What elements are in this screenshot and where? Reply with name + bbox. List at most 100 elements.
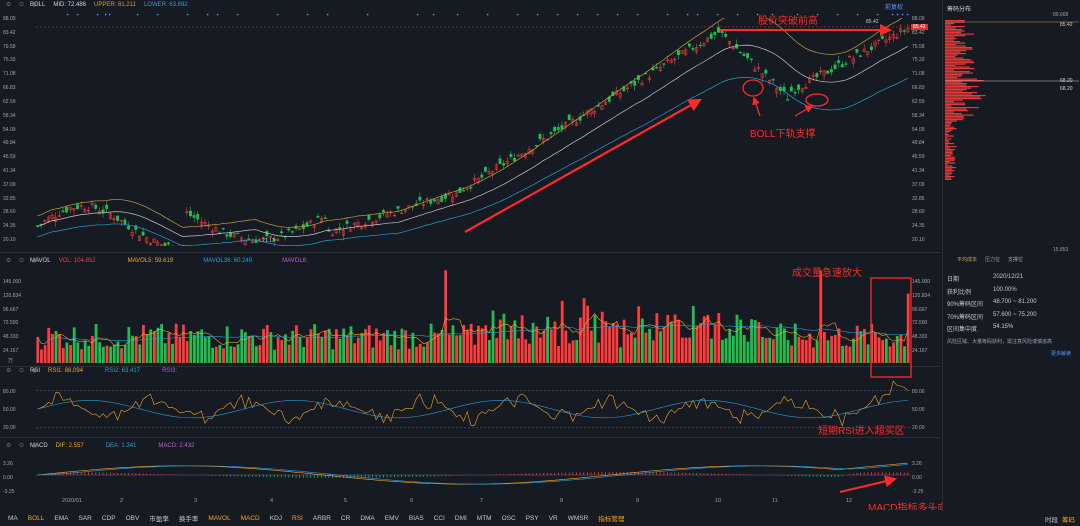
- candle-body: [549, 132, 553, 135]
- chip-bar: [945, 84, 967, 86]
- chip-bar: [945, 168, 952, 170]
- volume-bar: [637, 306, 641, 363]
- tab-shiduan[interactable]: 时段: [1045, 517, 1058, 524]
- chip-bar: [945, 108, 967, 110]
- chip-70-val: 57.600 ~ 75.200: [993, 312, 1037, 318]
- macd-pane[interactable]: ⚙ ⊙ ◉ MACD DIF: 2.557 DEA: 1.341 MACD: 2…: [0, 438, 940, 498]
- candle-body: [731, 47, 735, 50]
- settings-icon[interactable]: ⚙ ⊙ ◉: [6, 2, 40, 8]
- macd-header: ⚙ ⊙ ◉ MACD DIF: 2.557 DEA: 1.341 MACD: 2…: [0, 441, 194, 451]
- indicator-tab[interactable]: OSC: [501, 514, 516, 522]
- volume-bar: [895, 335, 899, 363]
- volume-bar: [386, 330, 389, 363]
- indicator-tab[interactable]: MTM: [476, 514, 492, 522]
- signal-marker-icon: ✦: [136, 12, 140, 17]
- candle-body: [848, 56, 852, 58]
- indicator-tab[interactable]: BIAS: [408, 514, 424, 522]
- indicator-tab[interactable]: 市盈率: [149, 516, 169, 523]
- volume-bar: [349, 326, 353, 363]
- indicator-tab[interactable]: EMV: [384, 514, 399, 522]
- volume-y-axis-left: 145.000 120.834 96.667 72.500 48.333 24.167: [3, 253, 33, 365]
- volume-bar: [54, 331, 58, 363]
- candle-body: [443, 193, 447, 199]
- fuquan-toggle[interactable]: 前复权: [885, 5, 904, 11]
- right-tick-label: 62.59: [912, 98, 925, 105]
- candle-body: [385, 214, 389, 218]
- candle-body: [633, 80, 637, 86]
- volume-bar: [528, 343, 531, 363]
- signal-marker-icon: ✦: [66, 12, 70, 17]
- indicator-tab[interactable]: SAR: [78, 514, 92, 522]
- volume-bar: [721, 339, 724, 363]
- left-tick-label: 24.167: [3, 348, 19, 354]
- candle-body: [855, 49, 859, 53]
- indicator-tab[interactable]: WMSR: [567, 514, 589, 522]
- volume-bar: [761, 336, 764, 363]
- indicator-tab[interactable]: CDP: [101, 514, 116, 522]
- time-axis: 2020/01 2 3 4 5 6 7 8 9 10 11 12: [0, 498, 910, 508]
- candle-body: [141, 231, 145, 236]
- right-tick-label: 41.34: [912, 167, 925, 174]
- volume-bar: [557, 346, 560, 363]
- candle-body: [764, 69, 768, 74]
- candle-body: [687, 43, 691, 47]
- indicator-tab[interactable]: OBV: [125, 514, 140, 522]
- chip-bar: [945, 162, 956, 164]
- candle-body: [655, 66, 659, 69]
- volume-bar: [396, 349, 400, 363]
- rsi-pane[interactable]: ⚙ ⊙ ◉ RSI RSI1: 88.094 RSI2: 63.417 RSI3…: [0, 366, 940, 436]
- volume-bar: [389, 345, 393, 363]
- left-tick-label: 72.500: [3, 320, 19, 327]
- tab-chouma[interactable]: 筹码: [1062, 517, 1075, 524]
- volume-bar: [546, 316, 550, 363]
- legend-pressure: 压力位: [985, 257, 1001, 263]
- time-axis-label: 2: [120, 498, 124, 504]
- settings-icon[interactable]: ⚙ ⊙ ◉: [6, 258, 40, 264]
- right-tick-label: 145.000: [912, 279, 931, 285]
- chip-bar: [945, 38, 957, 40]
- volume-bar: [356, 337, 360, 363]
- indicator-tab[interactable]: RSI: [292, 514, 303, 522]
- chip-bar: [945, 129, 953, 131]
- volume-bar: [713, 324, 717, 363]
- indicator-tab[interactable]: MACD: [240, 514, 260, 522]
- candle-body: [83, 208, 87, 213]
- candle-body: [57, 215, 61, 217]
- price-pane[interactable]: ⚙ ⊙ ◉ BOLL MID: 72.486 UPPER: 81.211 LOW…: [0, 0, 940, 250]
- settings-icon[interactable]: ⚙ ⊙ ◉: [6, 368, 40, 374]
- chip-distribution-panel[interactable]: 筹码分布 89.668 85.42 68.20 68.20 15.853 平均成…: [942, 0, 1080, 526]
- indicator-tab[interactable]: VR: [548, 514, 558, 522]
- indicator-tab[interactable]: MAVOL: [208, 514, 231, 522]
- candle-body: [400, 212, 404, 215]
- indicator-tab[interactable]: PSY: [525, 514, 539, 522]
- boll-upper: UPPER: 81.211: [94, 2, 136, 8]
- settings-icon[interactable]: ⚙ ⊙ ◉: [6, 443, 40, 449]
- volume-bar: [844, 345, 848, 363]
- indicator-tab[interactable]: 换手率: [178, 516, 199, 523]
- indicator-tab[interactable]: BOLL: [27, 514, 45, 522]
- volume-bar: [120, 348, 123, 363]
- indicator-tab[interactable]: CCI: [433, 514, 445, 522]
- volume-bar: [535, 326, 539, 363]
- volume-bar: [189, 331, 193, 363]
- indicator-tab[interactable]: DMA: [360, 514, 375, 522]
- candle-body: [647, 77, 651, 80]
- indicator-tab[interactable]: KDJ: [269, 514, 283, 522]
- candle-body: [119, 219, 123, 222]
- candle-body: [371, 221, 374, 226]
- volume-bar: [50, 333, 54, 363]
- left-tick-label: 145.000: [3, 279, 22, 285]
- chip-more-link[interactable]: 更多解读: [1051, 351, 1072, 357]
- candle-body: [662, 63, 666, 65]
- indicator-tab[interactable]: DMI: [454, 514, 467, 522]
- volume-bar: [513, 320, 517, 363]
- indicator-tab[interactable]: 指标管理: [598, 516, 625, 523]
- indicator-tab[interactable]: MA: [8, 514, 18, 522]
- volume-bar: [538, 337, 542, 363]
- macd-chart: [36, 462, 910, 485]
- indicator-tab[interactable]: ARBR: [312, 514, 331, 522]
- indicator-tab[interactable]: CR: [340, 514, 351, 522]
- indicator-tab[interactable]: EMA: [54, 514, 69, 522]
- volume-bar: [579, 317, 582, 363]
- volume-bar: [404, 330, 408, 363]
